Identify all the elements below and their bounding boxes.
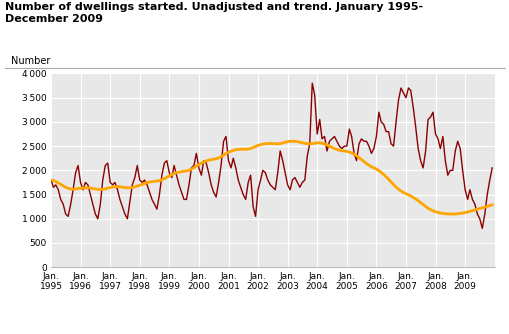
Text: Number: Number [11,56,50,66]
Text: Number of dwellings started. Unadjusted and trend. January 1995-
December 2009: Number of dwellings started. Unadjusted … [5,2,422,24]
